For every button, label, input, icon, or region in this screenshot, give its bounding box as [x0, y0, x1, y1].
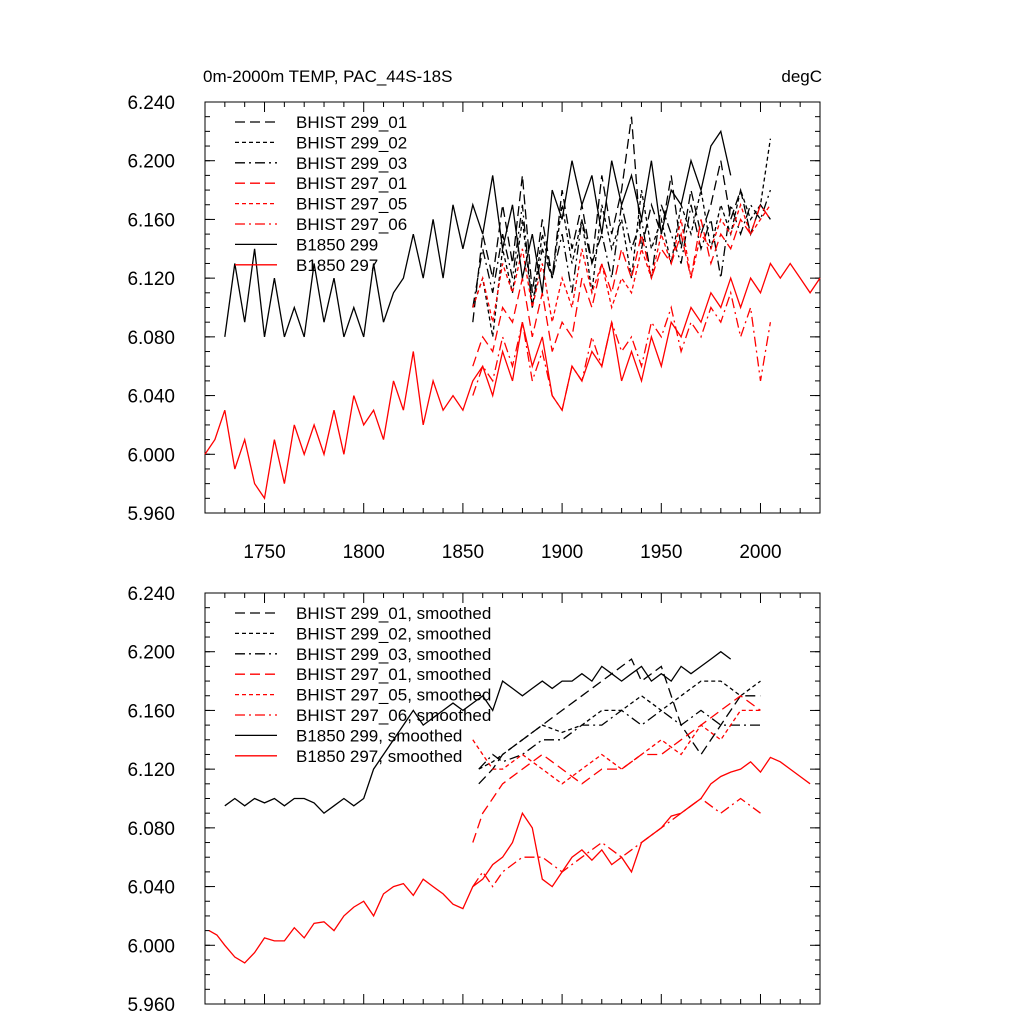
- y-tick-label: 6.200: [127, 643, 175, 664]
- y-tick-label: 6.240: [127, 584, 175, 605]
- bottom-panel: 5.960 6.000 6.040 6.080 6.120 6.160 6.200 6.240…: [127, 584, 821, 1016]
- y-tick-label: 6.040: [127, 387, 175, 408]
- y-tick-label: 6.120: [127, 760, 175, 781]
- x-tick-label: 1850: [442, 542, 484, 563]
- series-line-bhist-297-05: [472, 202, 771, 323]
- legend-label: B1850 297, smoothed: [296, 747, 462, 766]
- legend-label: BHIST 297_06: [296, 215, 407, 234]
- legend-label: BHIST 299_01: [296, 113, 407, 132]
- y-tick-label: 6.080: [127, 819, 175, 840]
- series-line-b1850-299-smoothed: [224, 650, 732, 815]
- y-tick-label: 6.000: [127, 445, 175, 466]
- series-line-b1850-297-smoothed: [208, 756, 811, 964]
- legend-label: BHIST 299_03, smoothed: [296, 645, 491, 664]
- series-line-bhist-299-03-smoothed: [478, 709, 761, 770]
- legend-label: BHIST 299_02, smoothed: [296, 624, 491, 643]
- chart-title: 0m-2000m TEMP, PAC_44S-18S: [203, 67, 452, 86]
- y-tick-label: 6.240: [127, 93, 175, 114]
- x-tick-label: 1750: [243, 542, 285, 563]
- legend-label: B1850 299: [296, 235, 378, 254]
- units-label: degC: [781, 67, 822, 86]
- top-panel: 0m-2000m TEMP, PAC_44S-18S degC 5.960 6.0…: [127, 67, 822, 563]
- legend-label: BHIST 299_03: [296, 154, 407, 173]
- y-tick-label: 5.960: [127, 504, 175, 525]
- series-line-b1850-297: [204, 262, 821, 501]
- legend-label: BHIST 297_01: [296, 174, 407, 193]
- series-line-bhist-299-01-smoothed: [478, 658, 761, 785]
- legend-label: BHIST 297_05: [296, 195, 407, 214]
- series-line-bhist-299-03: [472, 189, 772, 308]
- series-line-bhist-299-01: [472, 116, 771, 323]
- y-tick-label: 6.080: [127, 328, 175, 349]
- x-tick-label: 1900: [541, 542, 583, 563]
- y-tick-label: 5.960: [127, 995, 175, 1016]
- legend-label: BHIST 299_01, smoothed: [296, 604, 491, 623]
- legend-label: BHIST 297_05, smoothed: [296, 686, 491, 705]
- x-tick-label: 1800: [343, 542, 385, 563]
- legend-label: B1850 299, smoothed: [296, 726, 462, 745]
- series-line-bhist-297-05-smoothed: [472, 709, 761, 785]
- series-line-bhist-297-06-smoothed: [472, 797, 761, 888]
- legend-label: B1850 297: [296, 256, 378, 275]
- y-tick-label: 6.160: [127, 701, 175, 722]
- y-tick-label: 6.040: [127, 878, 175, 899]
- legend-label: BHIST 297_01, smoothed: [296, 665, 491, 684]
- legend-label: BHIST 299_02: [296, 133, 407, 152]
- y-tick-label: 6.160: [127, 210, 175, 231]
- legend-label: BHIST 297_06, smoothed: [296, 706, 491, 725]
- x-tick-label: 1950: [640, 542, 682, 563]
- series-line-bhist-297-01-smoothed: [472, 694, 761, 843]
- series-line-b1850-299: [224, 129, 732, 338]
- x-tick-label: 2000: [739, 542, 781, 563]
- series-line-bhist-299-02-smoothed: [478, 680, 761, 770]
- y-tick-label: 6.000: [127, 936, 175, 957]
- y-tick-label: 6.200: [127, 152, 175, 173]
- y-tick-label: 6.120: [127, 269, 175, 290]
